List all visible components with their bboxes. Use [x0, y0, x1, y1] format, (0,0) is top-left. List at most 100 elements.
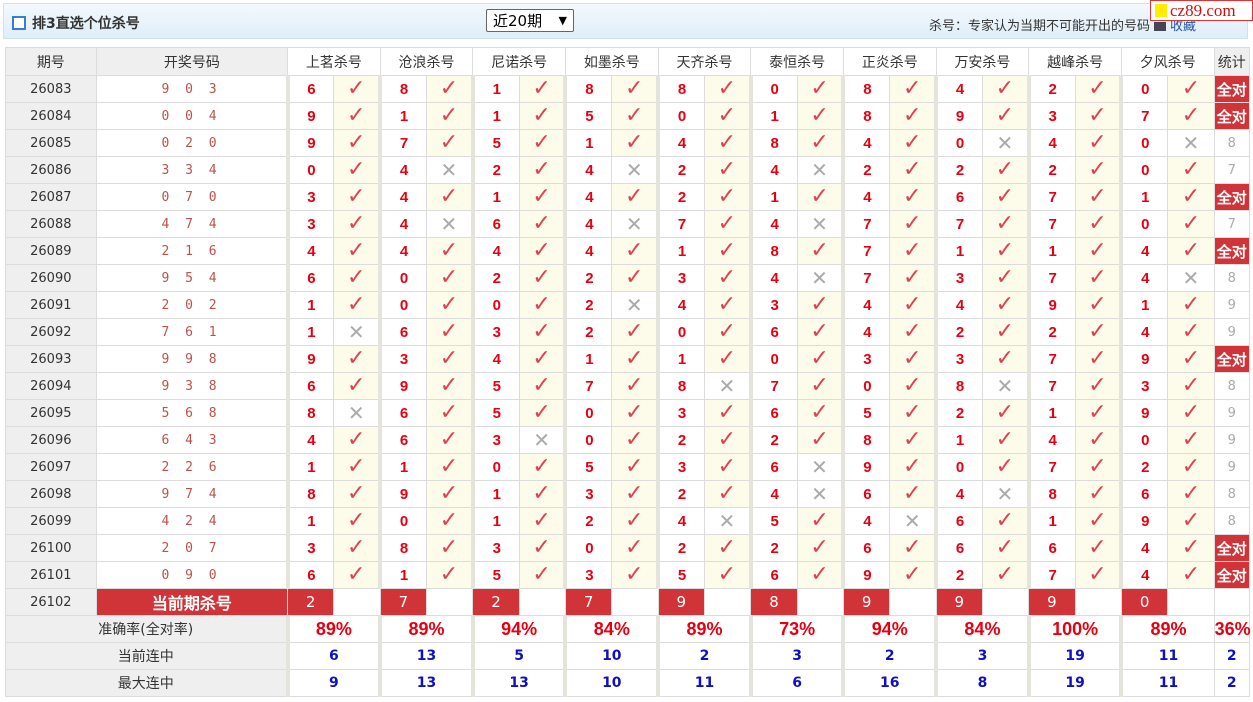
- check-icon: ✓: [333, 291, 381, 319]
- kill-number-cell: 3: [285, 210, 335, 238]
- kill-number-cell: 4: [656, 291, 705, 319]
- check-icon: ✓: [518, 102, 566, 130]
- table-row: 26099 4 2 4 1 ✓ 0 ✓ 1 ✓ 2 ✓ 4 ✕ 5 ✓ 4 ✕ 6 ✓ 1 ✓ 9 ✓ 8: [5, 507, 1251, 535]
- kill-number-cell: 7: [1026, 345, 1076, 373]
- stat-cell: 全对: [1213, 534, 1251, 562]
- check-icon: ✓: [333, 264, 381, 292]
- summary-label: 最大连中: [4, 669, 289, 697]
- check-icon: ✓: [333, 129, 381, 157]
- period-select[interactable]: 近20期 ▼: [486, 9, 574, 32]
- summary-value: 3: [748, 642, 844, 670]
- kill-number-cell: 0: [1119, 129, 1169, 157]
- kill-number-cell: 0: [1119, 75, 1169, 103]
- kill-number-cell: 6: [934, 183, 983, 211]
- check-icon: ✓: [1167, 561, 1215, 589]
- cross-icon: ✕: [796, 480, 844, 508]
- check-icon: ✓: [889, 426, 937, 454]
- check-icon: ✓: [1074, 75, 1122, 103]
- kill-number-cell: 1: [1119, 183, 1169, 211]
- kill-number-cell: 8: [841, 102, 891, 130]
- kill-number-cell: 0: [934, 129, 983, 157]
- kill-number-cell: 6: [841, 534, 891, 562]
- cross-icon: ✕: [611, 156, 659, 184]
- draw-number-cell: 2 0 7: [95, 534, 289, 562]
- stat-cell: 全对: [1213, 183, 1251, 211]
- check-icon: ✓: [518, 291, 566, 319]
- period-cell: 26096: [5, 426, 97, 454]
- kill-number-cell: 0: [1119, 156, 1169, 184]
- stat-cell: 8: [1213, 372, 1251, 400]
- table-row: 26095 5 6 8 8 ✕ 6 ✓ 5 ✓ 0 ✓ 3 ✓ 6 ✓ 5 ✓ 2 ✓ 1 ✓ 9 ✓ 9: [5, 399, 1251, 427]
- current-kill-number: 9: [1028, 588, 1076, 616]
- kill-number-cell: 7: [563, 372, 613, 400]
- stat-cell: 全对: [1213, 561, 1251, 589]
- check-icon: ✓: [1074, 156, 1122, 184]
- favorite-link[interactable]: 收藏: [1170, 19, 1197, 34]
- kill-number-cell: 5: [470, 399, 520, 427]
- kill-number-cell: 1: [285, 291, 335, 319]
- empty-cell: [703, 588, 752, 616]
- table-row: 26092 7 6 1 1 ✕ 6 ✓ 3 ✓ 2 ✓ 0 ✓ 6 ✓ 4 ✓ 2 ✓ 2 ✓ 4 ✓ 9: [5, 318, 1251, 346]
- draw-number-cell: 0 9 0: [95, 561, 289, 589]
- check-icon: ✓: [1167, 237, 1215, 265]
- stat-cell: 9: [1213, 453, 1251, 481]
- check-icon: ✓: [703, 480, 752, 508]
- kill-number-cell: 1: [1026, 399, 1076, 427]
- table-row: 26098 9 7 4 8 ✓ 9 ✓ 1 ✓ 3 ✓ 2 ✓ 4 ✕ 6 ✓ 4 ✕ 8 ✓ 6 ✓ 8: [5, 480, 1251, 508]
- kill-number-cell: 6: [470, 210, 520, 238]
- check-icon: ✓: [1167, 318, 1215, 346]
- kill-number-cell: 8: [1026, 480, 1076, 508]
- check-icon: ✓: [796, 291, 844, 319]
- table-row: 26084 0 0 4 9 ✓ 1 ✓ 1 ✓ 5 ✓ 0 ✓ 1 ✓ 8 ✓ 9 ✓ 3 ✓ 7 ✓ 全对: [5, 102, 1251, 130]
- summary-value: 13: [470, 669, 566, 697]
- empty-cell: [333, 588, 381, 616]
- header-bar: 排3直选个位杀号 近20期 ▼ 杀号：专家认为当期不可能开出的号码 收藏: [3, 3, 1248, 39]
- cross-icon: ✕: [889, 507, 937, 535]
- kill-number-cell: 6: [1119, 480, 1169, 508]
- cross-icon: ✕: [611, 291, 659, 319]
- kill-number-cell: 4: [841, 291, 891, 319]
- kill-number-cell: 1: [470, 507, 520, 535]
- check-icon: ✓: [981, 237, 1030, 265]
- kill-number-cell: 1: [470, 102, 520, 130]
- kill-number-cell: 0: [1119, 210, 1169, 238]
- kill-number-cell: 3: [470, 318, 520, 346]
- kill-number-cell: 6: [285, 372, 335, 400]
- col-header-expert: 泰恒杀号: [750, 47, 844, 76]
- kill-number-cell: 0: [563, 534, 613, 562]
- check-icon: ✓: [1167, 507, 1215, 535]
- kill-note: 杀号：专家认为当期不可能开出的号码 收藏: [929, 15, 1196, 34]
- draw-number-cell: 0 0 4: [95, 102, 289, 130]
- summary-value: 13: [378, 642, 474, 670]
- kill-number-cell: 3: [378, 345, 428, 373]
- kill-number-cell: 2: [841, 156, 891, 184]
- kill-number-cell: 1: [934, 237, 983, 265]
- empty-cell: [1074, 588, 1122, 616]
- period-select-value: 近20期: [493, 12, 543, 30]
- check-icon: ✓: [518, 129, 566, 157]
- check-icon: ✓: [1074, 291, 1122, 319]
- check-icon: ✓: [611, 102, 659, 130]
- kill-number-cell: 7: [748, 372, 798, 400]
- cross-icon: ✕: [425, 210, 474, 238]
- col-header-period: 期号: [5, 47, 97, 76]
- table-row: 26088 4 7 4 3 ✓ 4 ✕ 6 ✓ 4 ✕ 7 ✓ 4 ✕ 7 ✓ 7 ✓ 7 ✓ 0 ✓ 7: [5, 210, 1251, 238]
- check-icon: ✓: [796, 75, 844, 103]
- check-icon: ✓: [703, 237, 752, 265]
- check-icon: ✓: [611, 372, 659, 400]
- kill-number-cell: 6: [378, 318, 428, 346]
- check-icon: ✓: [796, 345, 844, 373]
- current-kill-number: 2: [287, 588, 335, 616]
- check-icon: ✓: [1074, 210, 1122, 238]
- period-cell: 26089: [5, 237, 97, 265]
- check-icon: ✓: [796, 507, 844, 535]
- table-row: 26087 0 7 0 3 ✓ 4 ✓ 1 ✓ 4 ✓ 2 ✓ 1 ✓ 4 ✓ 6 ✓ 7 ✓ 1 ✓ 全对: [5, 183, 1251, 211]
- kill-number-cell: 0: [378, 291, 428, 319]
- kill-number-cell: 3: [470, 426, 520, 454]
- check-icon: ✓: [889, 102, 937, 130]
- kill-number-cell: 6: [934, 507, 983, 535]
- check-icon: ✓: [518, 399, 566, 427]
- draw-number-cell: 9 9 8: [95, 345, 289, 373]
- check-icon: ✓: [611, 129, 659, 157]
- kill-number-cell: 3: [841, 345, 891, 373]
